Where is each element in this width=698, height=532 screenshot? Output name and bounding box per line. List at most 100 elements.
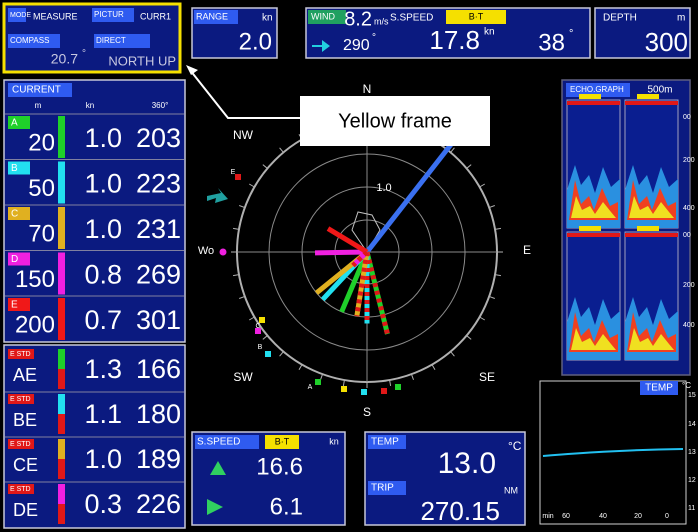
temp-graph xyxy=(540,381,686,524)
label: 00 xyxy=(683,114,691,121)
label: AE xyxy=(13,365,37,385)
label: S xyxy=(363,405,371,419)
color-bar xyxy=(58,439,65,459)
label: 269 xyxy=(136,260,181,290)
label: DIRECT xyxy=(96,36,126,45)
label: DEPTH xyxy=(603,13,637,24)
label: m xyxy=(35,101,42,110)
echo-top-marker xyxy=(637,94,659,99)
panel xyxy=(4,80,185,342)
label: CURR1 xyxy=(140,11,171,21)
label: m/s xyxy=(374,16,389,26)
label: 0.7 xyxy=(84,305,122,335)
echo-surface xyxy=(625,101,678,105)
label: A xyxy=(308,384,313,391)
label: 00 xyxy=(683,232,691,239)
label: kn xyxy=(262,13,273,24)
ring-marker xyxy=(381,388,387,394)
label: Yellow frame xyxy=(338,110,452,132)
label: 13.0 xyxy=(438,447,496,480)
label: 166 xyxy=(136,354,181,384)
label: 2.0 xyxy=(239,28,272,55)
ring-marker xyxy=(255,328,261,334)
label: MEASURE xyxy=(33,11,78,21)
label: 6.1 xyxy=(270,493,303,520)
label: B xyxy=(11,163,18,174)
instrument-display: MODEMEASUREPICTURCURR1COMPASSDIRECT20.7°… xyxy=(0,0,698,532)
label: 200 xyxy=(683,282,695,289)
label: 400 xyxy=(683,322,695,329)
label: 20.7 xyxy=(51,51,78,67)
label: E STD xyxy=(10,486,31,493)
label: E xyxy=(11,300,18,311)
label: 301 xyxy=(136,305,181,335)
ring-marker xyxy=(235,174,241,180)
label: kn xyxy=(329,436,339,446)
label: 200 xyxy=(15,311,55,338)
echo-top-marker xyxy=(579,226,601,231)
label: NW xyxy=(233,128,254,142)
label: DE xyxy=(13,500,38,520)
label: 360° xyxy=(152,101,169,110)
label: NM xyxy=(504,485,518,495)
label: BE xyxy=(13,410,37,430)
label: 12 xyxy=(688,477,696,484)
label: 1.0 xyxy=(84,123,122,153)
color-bar xyxy=(58,459,65,479)
label: 231 xyxy=(136,214,181,244)
label: E STD xyxy=(10,441,31,448)
echo-surface xyxy=(567,233,620,237)
echo-surface xyxy=(567,101,620,105)
label: D xyxy=(11,254,18,265)
label: 1.0 xyxy=(84,214,122,244)
label: WIND xyxy=(311,11,335,21)
label: ° xyxy=(82,49,86,60)
label: 60 xyxy=(562,513,570,520)
color-bar xyxy=(58,253,65,295)
label: 50 xyxy=(28,175,55,202)
label: 11 xyxy=(688,505,695,512)
label: 13 xyxy=(688,449,696,456)
echo-surface xyxy=(625,233,678,237)
label: 0.3 xyxy=(84,489,122,519)
label: A xyxy=(11,118,18,129)
label: NORTH UP xyxy=(108,53,176,68)
ring-marker xyxy=(315,379,321,385)
ring-marker xyxy=(341,386,347,392)
label: 0.8 xyxy=(84,260,122,290)
label: Wo xyxy=(198,245,214,257)
ring-marker xyxy=(361,389,367,395)
label: 1.1 xyxy=(84,399,122,429)
label: °C xyxy=(508,439,522,453)
label: TEMP xyxy=(371,437,399,448)
label: 38 xyxy=(538,29,565,56)
label: 200 xyxy=(683,157,695,164)
label: 180 xyxy=(136,399,181,429)
label: 1.0 xyxy=(84,444,122,474)
label: m xyxy=(677,13,685,24)
label: CE xyxy=(13,455,38,475)
label: 226 xyxy=(136,489,181,519)
color-bar xyxy=(58,394,65,414)
color-bar xyxy=(58,504,65,524)
color-bar xyxy=(58,414,65,434)
label: N xyxy=(363,82,372,96)
label: 290 xyxy=(343,37,370,54)
label: 14 xyxy=(688,421,696,428)
label: 189 xyxy=(136,444,181,474)
label: ° xyxy=(569,28,573,40)
label: 150 xyxy=(15,266,55,293)
label: TEMP xyxy=(645,383,673,394)
color-bar xyxy=(58,162,65,204)
label: SW xyxy=(233,370,253,384)
label: 400 xyxy=(683,205,695,212)
label: 16.6 xyxy=(256,453,303,480)
label: ° xyxy=(372,33,376,44)
label: 1.3 xyxy=(84,354,122,384)
label: COMPASS xyxy=(10,36,49,45)
label: °C xyxy=(682,381,691,390)
label: min xyxy=(542,513,553,520)
label: 0 xyxy=(665,513,669,520)
color-bar xyxy=(58,369,65,389)
color-bar xyxy=(58,298,65,340)
